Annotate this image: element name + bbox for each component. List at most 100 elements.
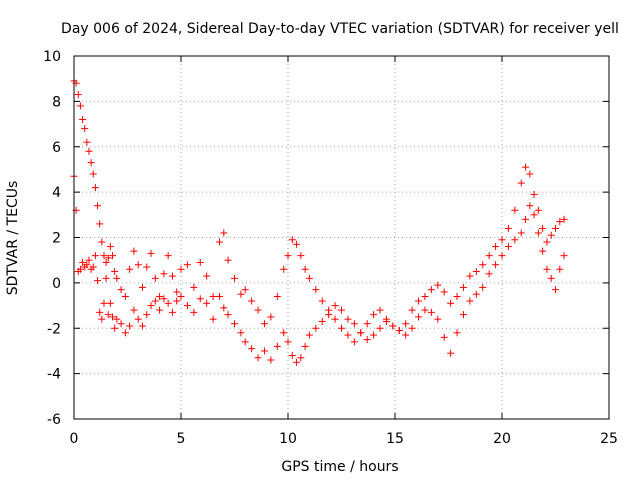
data-point <box>89 170 97 178</box>
data-point <box>427 308 435 316</box>
data-point <box>459 311 467 319</box>
y-tick-label: 10 <box>43 49 61 65</box>
data-point <box>138 322 146 330</box>
data-point <box>479 283 487 291</box>
data-point <box>492 261 500 269</box>
data-point <box>421 292 429 300</box>
data-point <box>91 184 99 192</box>
data-point <box>447 299 455 307</box>
data-point <box>408 324 416 332</box>
data-point <box>305 274 313 282</box>
data-point <box>109 313 117 321</box>
data-point <box>203 299 211 307</box>
data-point <box>472 268 480 276</box>
data-point <box>344 331 352 339</box>
data-point <box>138 283 146 291</box>
data-point <box>530 190 538 198</box>
data-point <box>98 238 106 246</box>
data-point <box>190 283 198 291</box>
data-point <box>98 315 106 323</box>
data-point <box>126 322 134 330</box>
x-tick-label: 5 <box>177 431 186 447</box>
data-point <box>297 354 305 362</box>
data-point <box>305 331 313 339</box>
data-point <box>284 252 292 260</box>
data-point <box>511 206 519 214</box>
data-point <box>284 338 292 346</box>
data-points <box>70 77 568 366</box>
data-point <box>498 236 506 244</box>
data-point <box>168 308 176 316</box>
data-point <box>534 229 542 237</box>
data-point <box>453 292 461 300</box>
data-point <box>183 261 191 269</box>
data-point <box>231 320 238 328</box>
data-point <box>156 292 164 300</box>
data-point <box>111 268 119 276</box>
data-point <box>100 299 108 307</box>
data-point <box>94 277 102 285</box>
data-point <box>363 320 371 328</box>
data-point <box>96 308 104 316</box>
data-point <box>147 249 155 257</box>
data-point <box>459 283 467 291</box>
data-point <box>237 329 245 337</box>
data-point <box>173 297 181 305</box>
data-point <box>472 290 480 298</box>
data-point <box>85 147 93 155</box>
data-point <box>76 102 84 110</box>
x-tick-label: 20 <box>493 431 511 447</box>
data-point <box>530 211 538 219</box>
data-point <box>209 315 217 323</box>
data-point <box>526 202 534 210</box>
data-point <box>485 252 493 260</box>
data-point <box>224 311 232 319</box>
data-point <box>177 265 185 273</box>
data-point <box>440 333 448 341</box>
x-tick-label: 25 <box>600 431 618 447</box>
data-point <box>415 313 423 321</box>
data-point <box>134 261 142 269</box>
data-point <box>293 358 301 366</box>
data-point <box>517 229 525 237</box>
data-point <box>408 306 416 314</box>
data-point <box>143 263 151 271</box>
data-point <box>552 224 559 232</box>
data-point <box>121 292 129 300</box>
data-point <box>517 179 525 187</box>
data-point <box>492 243 500 251</box>
data-point <box>504 243 512 251</box>
data-point <box>485 270 493 278</box>
data-point <box>196 258 204 266</box>
data-point <box>113 315 121 323</box>
data-point <box>421 306 429 314</box>
data-point <box>363 336 371 344</box>
data-point <box>76 265 84 273</box>
data-point <box>312 324 320 332</box>
data-point <box>522 163 530 171</box>
data-point <box>560 252 568 260</box>
data-point <box>254 354 262 362</box>
data-point <box>74 91 82 99</box>
data-point <box>130 306 138 314</box>
data-point <box>297 252 305 260</box>
data-point <box>440 288 448 296</box>
data-point <box>293 240 301 248</box>
data-point <box>79 116 87 124</box>
data-point <box>87 159 95 167</box>
y-tick-label: 6 <box>52 140 61 156</box>
data-point <box>434 315 442 323</box>
y-tick-label: -6 <box>47 412 61 428</box>
data-point <box>288 236 296 244</box>
data-point <box>79 258 87 266</box>
data-point <box>216 292 224 300</box>
data-point <box>106 243 114 251</box>
data-point <box>260 320 268 328</box>
data-point <box>183 302 191 310</box>
data-point <box>382 317 390 325</box>
data-point <box>312 286 320 294</box>
data-point <box>196 295 204 303</box>
data-point <box>370 331 378 339</box>
data-point <box>466 297 474 305</box>
data-point <box>147 302 155 310</box>
